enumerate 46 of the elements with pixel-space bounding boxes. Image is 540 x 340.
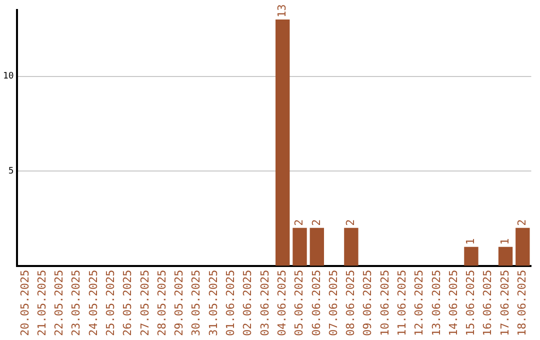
data-label: 13 <box>275 4 288 18</box>
x-tick-label: 01.06.2025 <box>224 270 238 336</box>
x-tick-label: 31.05.2025 <box>206 270 220 336</box>
x-tick-label: 14.06.2025 <box>446 270 460 336</box>
x-tick-label: 03.06.2025 <box>258 270 272 336</box>
x-tick-label: 23.05.2025 <box>70 270 83 336</box>
x-tick-label: 17.06.2025 <box>498 270 512 336</box>
x-tick-label: 21.05.2025 <box>35 270 48 336</box>
bar <box>344 228 358 266</box>
data-label: 1 <box>464 238 478 245</box>
x-tick-label: 13.06.2025 <box>430 270 443 336</box>
bar <box>516 228 530 266</box>
y-tick-label: 5 <box>8 166 14 176</box>
data-label: 2 <box>310 219 323 226</box>
data-label: 2 <box>344 219 358 226</box>
x-tick-label: 07.06.2025 <box>326 270 340 336</box>
y-tick-label: 10 <box>2 72 14 82</box>
x-tick-label: 10.06.2025 <box>378 270 392 336</box>
x-tick-label: 25.05.2025 <box>104 270 118 336</box>
bar <box>310 228 324 266</box>
x-tick-label: 30.05.2025 <box>190 270 203 336</box>
x-tick-label: 22.05.2025 <box>52 270 66 336</box>
x-tick-label: 29.05.2025 <box>172 270 186 336</box>
x-tick-label: 15.06.2025 <box>464 270 478 336</box>
bar <box>464 246 478 266</box>
x-tick-label: 11.06.2025 <box>396 270 408 336</box>
x-tick-label: 20.05.2025 <box>18 270 32 336</box>
x-tick-label: 12.06.2025 <box>412 270 426 336</box>
x-tick-label: 09.06.2025 <box>361 270 374 336</box>
data-label: 2 <box>292 219 306 226</box>
x-tick-label: 28.05.2025 <box>155 270 168 336</box>
bar <box>276 19 290 266</box>
x-tick-label: 05.06.2025 <box>292 270 306 336</box>
data-label: 1 <box>498 238 512 245</box>
bar <box>498 246 513 266</box>
x-tick-label: 16.06.2025 <box>481 270 494 336</box>
x-tick-label: 18.06.2025 <box>516 270 529 336</box>
x-tick-label: 27.05.2025 <box>138 270 152 336</box>
data-label: 2 <box>516 219 529 226</box>
x-tick-label: 06.06.2025 <box>310 270 323 336</box>
x-tick-label: 26.05.2025 <box>121 270 134 336</box>
x-tick-label: 04.06.2025 <box>275 270 288 336</box>
x-tick-label: 02.06.2025 <box>241 270 254 336</box>
bar <box>292 228 307 266</box>
x-tick-label: 24.05.2025 <box>86 270 100 336</box>
x-tick-label: 08.06.2025 <box>344 270 358 336</box>
